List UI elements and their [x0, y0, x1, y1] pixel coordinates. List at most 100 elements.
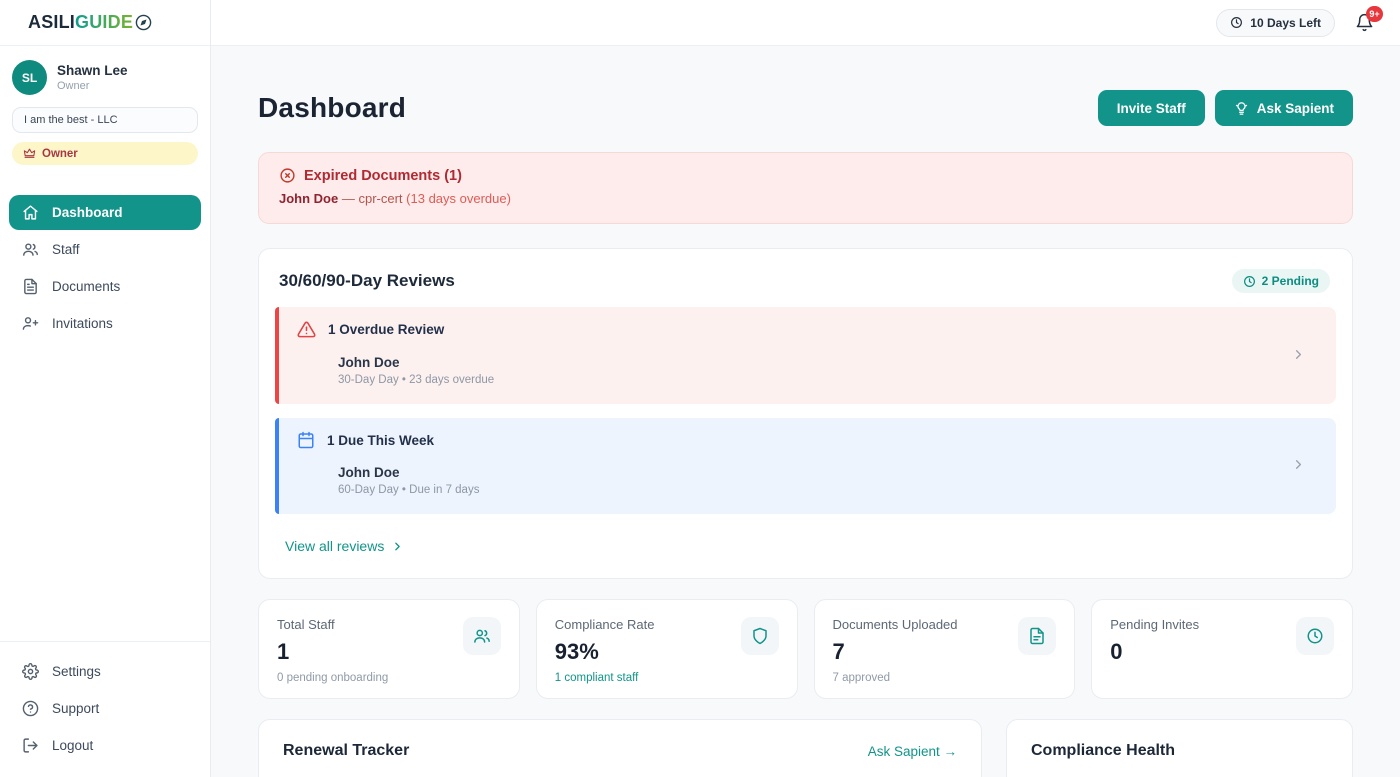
sidebar-item-label: Support: [52, 701, 100, 716]
sidebar-item-label: Documents: [52, 279, 121, 294]
renewal-tracker-card: Renewal Tracker Ask Sapient →: [258, 719, 982, 777]
stat-label: Total Staff: [277, 617, 335, 632]
stat-value: 93%: [554, 639, 599, 664]
notifications-button[interactable]: 9+: [1355, 6, 1383, 32]
alert-detail-line: John Doe — cpr-cert (13 days overdue): [279, 191, 1332, 206]
user-row: SL Shawn Lee Owner: [12, 60, 198, 95]
review-item-title: 1 Overdue Review: [328, 322, 445, 337]
pending-reviews-badge[interactable]: 2 Pending: [1231, 269, 1330, 293]
trial-days-pill[interactable]: 10 Days Left: [1216, 8, 1335, 37]
users-icon: [22, 241, 39, 258]
stat-value: 1: [277, 639, 290, 664]
alert-document-name: cpr-cert: [358, 191, 403, 206]
page-title: Dashboard: [258, 92, 407, 123]
stat-subtext: 1 compliant staff: [554, 672, 639, 684]
stat-card-total-staff: Total Staff 1 0 pending onboarding: [258, 599, 520, 699]
sidebar-item-invitations[interactable]: Invitations: [9, 306, 201, 341]
review-item-header: 1 Due This Week: [297, 431, 1291, 449]
user-name: Shawn Lee: [57, 63, 128, 78]
bottom-row: Renewal Tracker Ask Sapient → Compliance…: [258, 719, 1353, 777]
shield-icon: [740, 617, 779, 655]
expired-documents-alert: Expired Documents (1) John Doe — cpr-cer…: [258, 152, 1353, 224]
brand-wordmark: ASILI GUIDE: [28, 12, 152, 33]
calendar-icon: [297, 431, 315, 449]
header-actions: Invite Staff Ask Sapient: [1097, 90, 1353, 126]
document-icon: [1018, 617, 1057, 655]
stat-card-compliance-rate: Compliance Rate 93% 1 compliant staff: [535, 599, 798, 699]
review-staff-name: John Doe: [338, 465, 400, 480]
review-item-body: 1 Due This Week John Doe 60-Day Day • Du…: [297, 431, 1291, 498]
stats-row: Total Staff 1 0 pending onboarding Compl…: [258, 599, 1353, 699]
stat-label: Pending Invites: [1110, 617, 1200, 632]
sidebar-item-documents[interactable]: Documents: [9, 269, 201, 304]
ask-sapient-button[interactable]: Ask Sapient: [1214, 90, 1353, 126]
alert-title: Expired Documents (1): [304, 167, 462, 184]
sidebar-footer-nav: Settings Support Logout: [0, 641, 210, 777]
review-item-title: 1 Due This Week: [327, 432, 435, 448]
crown-icon: [23, 147, 36, 160]
trial-days-label: 10 Days Left: [1250, 15, 1321, 30]
sidebar-item-label: Staff: [52, 242, 80, 257]
clock-icon: [1243, 275, 1256, 288]
stat-subtext: 0 pending onboarding: [277, 672, 389, 684]
sidebar-item-label: Settings: [52, 664, 101, 679]
alert-title-row: Expired Documents (1): [279, 167, 1332, 184]
warning-triangle-icon: [297, 320, 316, 339]
brand-logo[interactable]: ASILI GUIDE: [0, 0, 210, 46]
reviews-card: 30/60/90-Day Reviews 2 Pending 1 Overdue…: [258, 248, 1353, 579]
notification-count-badge: 9+: [1366, 6, 1383, 22]
topbar: 10 Days Left 9+: [211, 0, 1400, 46]
main-area: 10 Days Left 9+ Dashboard Invite Staff A…: [211, 0, 1400, 777]
compass-icon: [135, 14, 152, 31]
compliance-health-card: Compliance Health: [1006, 719, 1353, 777]
stat-value: 0: [1110, 639, 1123, 664]
review-item-body: 1 Overdue Review John Doe 30-Day Day • 2…: [297, 320, 1291, 388]
home-icon: [22, 204, 39, 221]
user-plus-icon: [22, 315, 39, 332]
sidebar-spacer: [0, 341, 210, 641]
business-selector[interactable]: I am the best - LLC: [12, 107, 198, 133]
user-role: Owner: [57, 80, 90, 92]
sidebar-item-dashboard[interactable]: Dashboard: [9, 195, 201, 230]
sidebar: ASILI GUIDE SL Shawn Lee Owner I am the b…: [0, 0, 211, 777]
role-badge: Owner: [12, 142, 198, 165]
renewal-tracker-title: Renewal Tracker: [283, 742, 410, 759]
stat-value: 7: [832, 639, 845, 664]
sidebar-item-logout[interactable]: Logout: [9, 728, 201, 763]
avatar: SL: [12, 60, 47, 95]
x-circle-icon: [279, 167, 296, 184]
stat-label: Compliance Rate: [554, 617, 655, 632]
invite-staff-button[interactable]: Invite Staff: [1097, 90, 1205, 126]
review-item-header: 1 Overdue Review: [297, 320, 1291, 339]
view-all-reviews-link[interactable]: View all reviews: [285, 538, 404, 554]
lightbulb-icon: [1234, 101, 1249, 116]
sidebar-item-support[interactable]: Support: [9, 691, 201, 726]
sidebar-item-label: Dashboard: [52, 205, 123, 220]
review-staff-name: John Doe: [338, 355, 400, 370]
overdue-review-item[interactable]: 1 Overdue Review John Doe 30-Day Day • 2…: [275, 307, 1336, 404]
ask-sapient-label: Ask Sapient: [1256, 100, 1334, 116]
logout-icon: [22, 737, 39, 754]
brand-name-secondary: GUIDE: [75, 12, 134, 32]
chevron-right-icon: [1291, 457, 1306, 472]
reviews-title: 30/60/90-Day Reviews: [279, 271, 455, 290]
clock-icon: [1230, 16, 1243, 29]
due-review-item[interactable]: 1 Due This Week John Doe 60-Day Day • Du…: [275, 418, 1336, 514]
role-badge-label: Owner: [42, 147, 78, 160]
gear-icon: [22, 663, 39, 680]
chevron-right-icon: [391, 540, 404, 553]
sidebar-item-settings[interactable]: Settings: [9, 654, 201, 689]
stat-card-documents-uploaded: Documents Uploaded 7 7 approved: [813, 599, 1076, 699]
compliance-health-title: Compliance Health: [1031, 742, 1176, 759]
help-circle-icon: [22, 700, 39, 717]
ask-sapient-link[interactable]: Ask Sapient →: [867, 743, 957, 759]
sidebar-item-staff[interactable]: Staff: [9, 232, 201, 267]
alert-overdue-text: (13 days overdue): [406, 191, 511, 206]
alert-dash: —: [341, 191, 355, 206]
user-block: SL Shawn Lee Owner I am the best - LLC O…: [0, 46, 210, 165]
review-detail: 30-Day Day • 23 days overdue: [338, 374, 495, 386]
bell-icon: [1355, 13, 1374, 32]
review-detail: 60-Day Day • Due in 7 days: [338, 484, 480, 496]
renewal-tracker-header: Renewal Tracker Ask Sapient →: [283, 742, 957, 760]
